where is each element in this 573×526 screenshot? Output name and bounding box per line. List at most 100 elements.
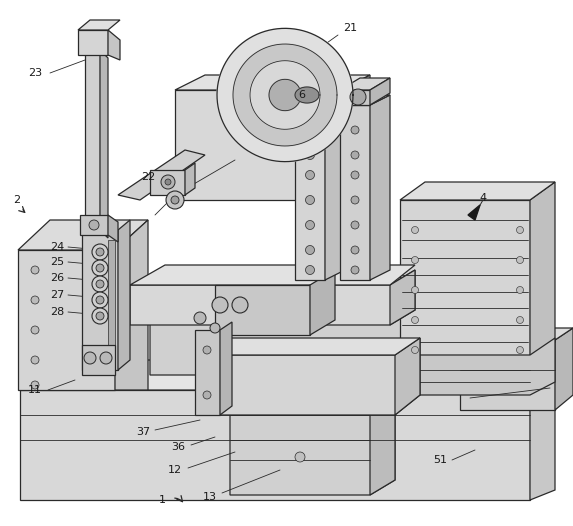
Circle shape [305,220,315,229]
Circle shape [278,126,302,150]
Polygon shape [230,400,395,415]
Circle shape [212,297,228,313]
Polygon shape [85,50,100,230]
Polygon shape [340,90,370,105]
Circle shape [305,126,315,135]
Polygon shape [400,182,555,200]
Polygon shape [295,87,319,103]
Polygon shape [215,285,310,335]
Circle shape [100,352,112,364]
Circle shape [96,248,104,256]
Circle shape [295,452,305,462]
Polygon shape [108,240,115,355]
Circle shape [31,296,39,304]
Polygon shape [233,44,337,146]
Polygon shape [310,270,335,335]
Text: 24: 24 [50,242,64,252]
Polygon shape [205,338,420,355]
Text: 22: 22 [141,172,155,182]
Polygon shape [118,150,205,200]
Polygon shape [370,400,395,495]
Polygon shape [269,79,301,110]
Text: 37: 37 [136,427,150,437]
Polygon shape [468,205,480,220]
Circle shape [516,257,524,264]
Circle shape [92,260,108,276]
Circle shape [411,347,418,353]
Circle shape [161,175,175,189]
Circle shape [84,352,96,364]
Polygon shape [395,338,420,415]
Circle shape [92,292,108,308]
Circle shape [305,150,315,159]
Circle shape [31,326,39,334]
Circle shape [351,151,359,159]
Polygon shape [78,30,108,55]
Circle shape [92,308,108,324]
Circle shape [305,266,315,275]
Polygon shape [295,105,325,280]
Circle shape [31,356,39,364]
Polygon shape [185,163,195,195]
Polygon shape [400,200,530,360]
Polygon shape [530,360,555,500]
Polygon shape [295,95,360,105]
Polygon shape [115,220,148,390]
Polygon shape [340,105,370,280]
Polygon shape [220,322,232,415]
Polygon shape [530,182,555,360]
Circle shape [165,179,171,185]
Polygon shape [175,90,340,200]
Circle shape [96,264,104,272]
Polygon shape [82,345,115,375]
Polygon shape [325,95,345,280]
Circle shape [411,287,418,294]
Circle shape [516,227,524,234]
Circle shape [96,312,104,320]
Circle shape [210,323,220,333]
Circle shape [92,276,108,292]
Circle shape [411,257,418,264]
Circle shape [89,220,99,230]
Text: 4: 4 [480,193,486,203]
Polygon shape [78,20,120,30]
Text: 2: 2 [13,195,21,205]
Text: 26: 26 [50,273,64,283]
Text: 11: 11 [28,385,42,395]
Text: 23: 23 [28,68,42,78]
Text: 1: 1 [159,495,166,505]
Circle shape [411,227,418,234]
Circle shape [96,280,104,288]
Polygon shape [18,220,148,250]
Polygon shape [460,340,555,410]
Circle shape [351,221,359,229]
Circle shape [96,296,104,304]
Text: 12: 12 [168,465,182,475]
Circle shape [305,246,315,255]
Polygon shape [555,328,573,410]
Polygon shape [340,75,370,200]
Polygon shape [195,330,220,415]
Circle shape [31,381,39,389]
Polygon shape [370,95,390,280]
Circle shape [516,347,524,353]
Text: 6: 6 [299,90,305,100]
Polygon shape [108,30,120,60]
Circle shape [411,317,418,323]
Polygon shape [370,78,390,105]
Circle shape [232,297,248,313]
Polygon shape [108,215,118,242]
Polygon shape [18,250,115,390]
Circle shape [516,317,524,323]
Circle shape [350,89,366,105]
Polygon shape [118,220,130,370]
Circle shape [516,287,524,294]
Circle shape [305,196,315,205]
Text: 21: 21 [343,23,357,33]
Polygon shape [340,78,390,90]
Circle shape [351,246,359,254]
Polygon shape [295,95,345,105]
Text: 51: 51 [433,455,447,465]
Text: 27: 27 [50,290,64,300]
Polygon shape [460,328,573,340]
